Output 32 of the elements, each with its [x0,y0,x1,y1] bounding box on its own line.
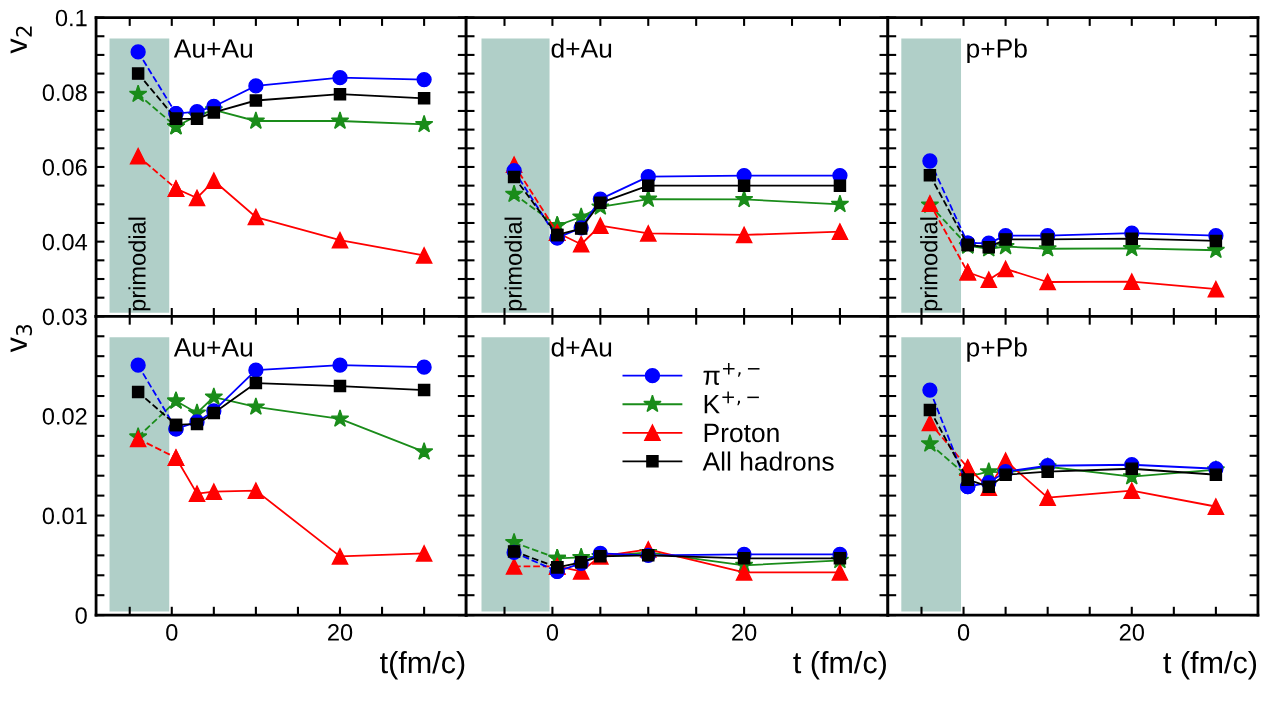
x-axis-title: t (fm/c) [1163,650,1257,680]
annotation: p+Pb [967,38,1027,64]
x-tick-label: 20 [328,624,353,641]
x-tick-label: 0 [546,624,559,641]
y-tick-label: 0.1 [55,9,87,27]
y-tick-label: 0.02 [42,408,87,425]
y-tick-label: 0.01 [42,507,87,525]
y-axis-title: v$_{3}$ [10,324,33,353]
annotation: Au+Au [173,39,253,58]
y-tick-label: 0.08 [42,84,87,102]
legend-label: All hadrons [702,451,834,471]
annotation: p+Pb [967,337,1027,362]
x-tick-label: 20 [1119,624,1144,641]
x-tick-label: 0 [166,624,178,641]
y-tick-label: 0.06 [42,159,87,176]
x-axis-title: t (fm/c) [793,650,886,680]
x-tick-label: 0 [957,624,970,641]
legend-label: K$^{+,−}$ [704,391,759,414]
annotation: Au+Au [173,338,253,357]
annotation: d+Au [551,38,612,58]
x-tick-label: 20 [732,624,757,641]
y-axis-title: v$_{2}$ [10,26,32,54]
x-axis-title: t(fm/c) [380,650,465,680]
legend-label: π$^{+,−}$ [703,363,760,385]
annotation: d+Au [551,337,612,357]
y-tick-label: 0.04 [42,233,88,251]
band-label: primodial [920,217,943,311]
y-tick-label: 0.03 [42,308,87,326]
y-tick-label: 0 [75,607,87,624]
band-label: primodial [504,217,527,311]
legend-label: Proton [704,423,779,443]
band-label: primodial [128,217,151,311]
